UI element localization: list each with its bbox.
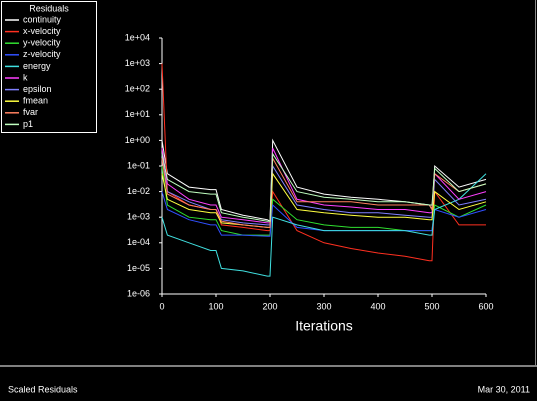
series-line — [161, 152, 487, 222]
legend-label: k — [23, 72, 28, 82]
legend-box — [1, 1, 97, 133]
x-tick-label: 100 — [208, 301, 223, 311]
y-tick-label: 1e+03 — [125, 58, 150, 68]
x-tick-label: 300 — [316, 301, 331, 311]
y-tick-label: 1e+04 — [125, 32, 150, 42]
series-line — [161, 191, 487, 237]
x-tick-label: 200 — [262, 301, 277, 311]
y-tick-label: 1e-03 — [127, 212, 150, 222]
y-tick-label: 1e-02 — [127, 186, 150, 196]
x-tick-label: 600 — [478, 301, 493, 311]
y-tick-label: 1e+02 — [125, 84, 150, 94]
legend-label: y-velocity — [23, 38, 61, 48]
footer-right: Mar 30, 2011 — [478, 384, 530, 394]
legend-label: energy — [23, 61, 51, 71]
x-tick-label: 0 — [159, 301, 164, 311]
y-tick-label: 1e+00 — [125, 135, 150, 145]
legend-label: epsilon — [23, 84, 52, 94]
footer-left: Scaled Residuals — [8, 384, 78, 394]
legend-label: z-velocity — [23, 49, 61, 59]
y-tick-label: 1e-01 — [127, 160, 150, 170]
x-tick-label: 400 — [370, 301, 385, 311]
x-tick-label: 500 — [424, 301, 439, 311]
legend-title: Residuals — [29, 3, 69, 13]
legend-label: fvar — [23, 107, 38, 117]
legend-label: continuity — [23, 14, 62, 24]
x-axis-label: Iterations — [295, 318, 353, 334]
y-tick-label: 1e-05 — [127, 263, 150, 273]
legend-label: p1 — [23, 119, 33, 129]
y-tick-label: 1e-06 — [127, 288, 150, 298]
series-line — [161, 147, 487, 224]
legend-label: x-velocity — [23, 26, 61, 36]
y-tick-label: 1e+01 — [125, 109, 150, 119]
legend-label: fmean — [23, 96, 48, 106]
series-line — [161, 156, 487, 228]
series-line — [161, 172, 487, 228]
y-tick-label: 1e-04 — [127, 237, 150, 247]
series-line — [161, 173, 487, 277]
